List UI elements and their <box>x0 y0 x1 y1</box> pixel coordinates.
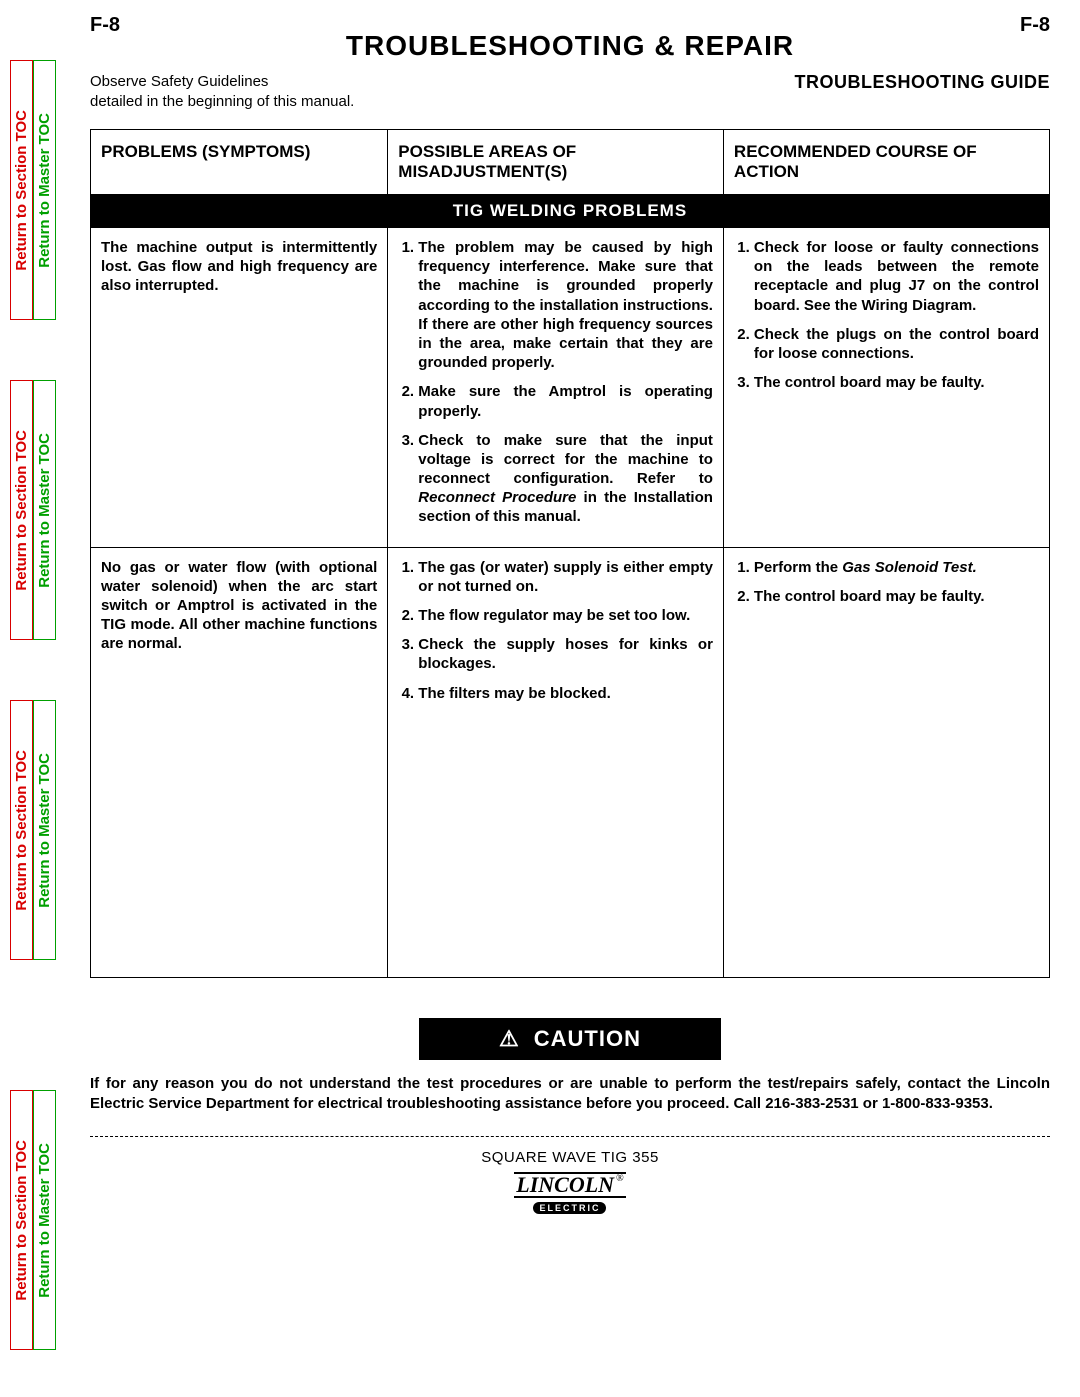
table-row: The machine output is intermittently los… <box>91 228 388 548</box>
table-row: Check for loose or faulty connections on… <box>723 228 1049 548</box>
caution-text: If for any reason you do not understand … <box>90 1074 1050 1115</box>
return-master-toc-link[interactable]: Return to Master TOC <box>33 60 56 320</box>
brand-logo: LINCOLN® ELECTRIC <box>90 1172 1050 1216</box>
divider <box>90 1136 1050 1137</box>
return-section-toc-link[interactable]: Return to Section TOC <box>10 380 33 640</box>
table-header-actions: RECOMMENDED COURSE OF ACTION <box>723 130 1049 195</box>
table-row: No gas or water flow (with optional wate… <box>91 547 388 977</box>
safety-note: Observe Safety Guidelines detailed in th… <box>90 72 354 111</box>
table-header-problems: PROBLEMS (SYMPTOMS) <box>91 130 388 195</box>
troubleshooting-table: PROBLEMS (SYMPTOMS) POSSIBLE AREAS OF MI… <box>90 129 1050 978</box>
return-section-toc-link[interactable]: Return to Section TOC <box>10 60 33 320</box>
return-section-toc-link[interactable]: Return to Section TOC <box>10 700 33 960</box>
return-master-toc-link[interactable]: Return to Master TOC <box>33 380 56 640</box>
table-row: Perform the Gas Solenoid Test.The contro… <box>723 547 1049 977</box>
return-master-toc-link[interactable]: Return to Master TOC <box>33 700 56 960</box>
caution-banner: ⚠CAUTION <box>419 1018 721 1060</box>
table-section-title: TIG WELDING PROBLEMS <box>91 195 1050 228</box>
guide-heading: TROUBLESHOOTING GUIDE <box>794 72 1050 93</box>
table-row: The problem may be caused by high freque… <box>388 228 724 548</box>
warning-icon: ⚠ <box>499 1026 520 1051</box>
page-title: TROUBLESHOOTING & REPAIR <box>90 30 1050 62</box>
table-row: The gas (or water) supply is either empt… <box>388 547 724 977</box>
footer-model: SQUARE WAVE TIG 355 <box>90 1149 1050 1166</box>
return-section-toc-link[interactable]: Return to Section TOC <box>10 1090 33 1350</box>
return-master-toc-link[interactable]: Return to Master TOC <box>33 1090 56 1350</box>
table-header-areas: POSSIBLE AREAS OF MISADJUSTMENT(S) <box>388 130 724 195</box>
